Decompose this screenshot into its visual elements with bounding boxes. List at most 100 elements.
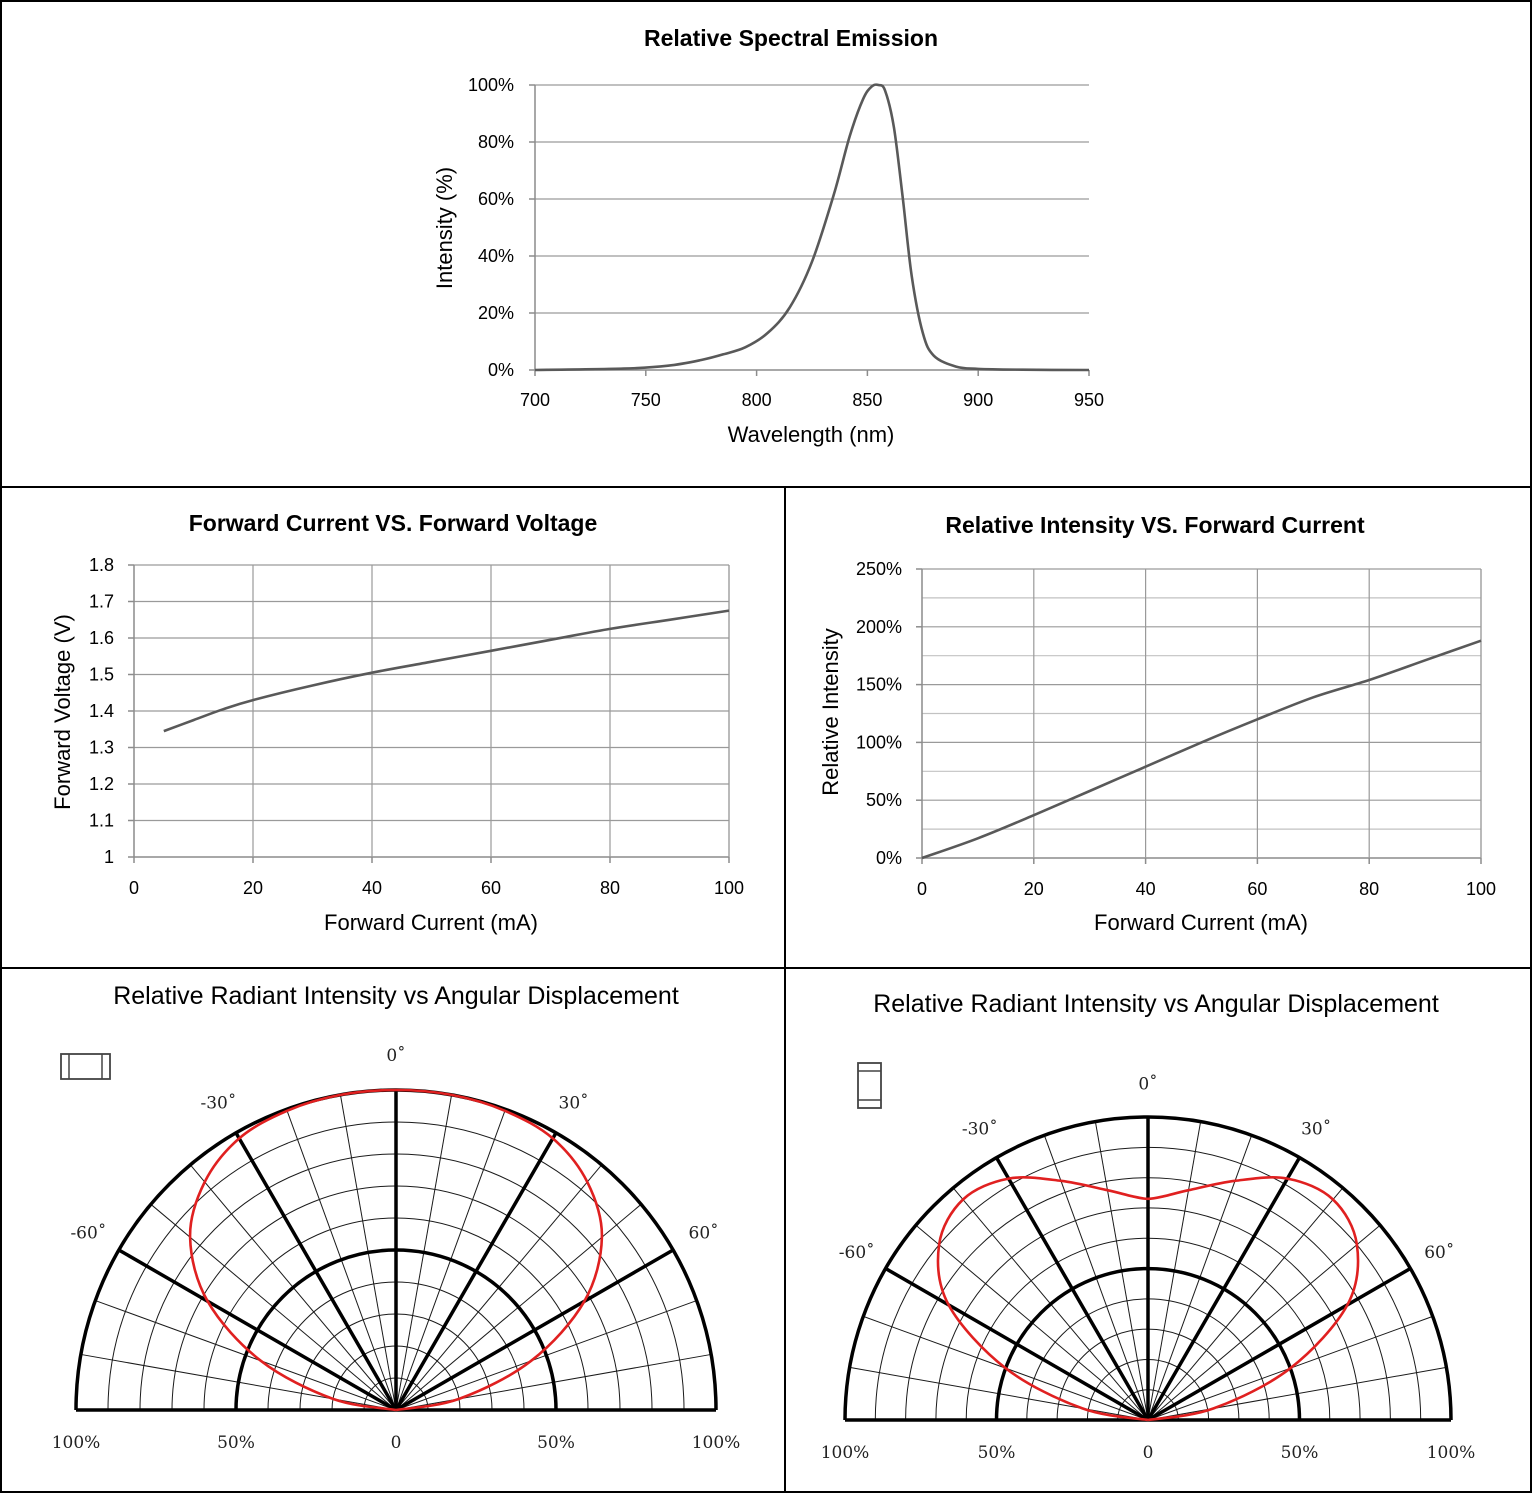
polar-spoke-major [394, 1131, 558, 1411]
y-tick-label: 60% [478, 189, 514, 209]
y-tick-label: 200% [856, 617, 902, 637]
y-tick-label: 50% [866, 790, 902, 810]
radial-label: 50% [1281, 1443, 1319, 1463]
x-tick-label: 850 [852, 390, 882, 410]
radial-label: 100% [1427, 1443, 1476, 1463]
x-tick-label: 20 [1024, 879, 1044, 899]
x-tick-label: 100 [1466, 879, 1496, 899]
chart-spectral-emission: Relative Spectral Emission 0% 20% 40% 60% 80… [432, 25, 1104, 447]
x-tick-label: 950 [1074, 390, 1104, 410]
y-tick-label: 1.8 [89, 555, 114, 575]
x-tick-label: 100 [714, 878, 744, 898]
series-line [921, 639, 1482, 860]
x-tick-label: 40 [1136, 879, 1156, 899]
x-axis-label: Forward Current (mA) [324, 910, 538, 935]
chart-title: Relative Radiant Intensity vs Angular Di… [113, 982, 679, 1010]
angle-label: 0˚ [386, 1046, 405, 1066]
radial-label: 50% [978, 1443, 1016, 1463]
x-tick-label: 700 [520, 390, 550, 410]
package-top-view-icon [60, 1053, 111, 1080]
chart-forward-voltage: Forward Current VS. Forward Voltage 1 1.1… [50, 510, 744, 935]
tick-labels: 0% 50% 100% 150% 200% 250% 0 20 40 60 80 100 [856, 559, 1496, 899]
y-tick-label: 1.4 [89, 701, 114, 721]
radial-label: 50% [537, 1433, 575, 1453]
y-tick-label: 0% [876, 848, 902, 868]
angle-label: -60˚ [70, 1223, 106, 1243]
chart-relative-intensity: Relative Intensity VS. Forward Current 0… [818, 512, 1496, 935]
y-tick-label: 100% [856, 732, 902, 752]
y-axis-label: Relative Intensity [818, 628, 843, 796]
radial-label: 100% [821, 1443, 870, 1463]
y-tick-label: 1.6 [89, 628, 114, 648]
polar-grid [74, 1088, 718, 1412]
y-tick-label: 20% [478, 303, 514, 323]
chart-title: Forward Current VS. Forward Voltage [189, 510, 598, 536]
angle-label: 30˚ [559, 1093, 589, 1113]
angle-label: -60˚ [839, 1243, 875, 1263]
x-tick-label: 750 [631, 390, 661, 410]
y-tick-label: 150% [856, 675, 902, 695]
radiation-pattern [936, 1176, 1360, 1422]
x-tick-label: 0 [129, 878, 139, 898]
chart-polar-left: Relative Radiant Intensity vs Angular Di… [52, 982, 741, 1453]
y-tick-label: 250% [856, 559, 902, 579]
chart-title: Relative Radiant Intensity vs Angular Di… [873, 990, 1439, 1018]
series-line [163, 609, 730, 733]
angle-label: 60˚ [1424, 1243, 1454, 1263]
x-tick-label: 900 [963, 390, 993, 410]
y-tick-label: 1.2 [89, 774, 114, 794]
package-side-view-icon [857, 1062, 882, 1109]
y-tick-label: 40% [478, 246, 514, 266]
angle-label: 0˚ [1138, 1075, 1157, 1095]
polar-labels: -60˚ -30˚ 0˚ 30˚ 60˚ 100% 50% 0 50% 100% [821, 1075, 1476, 1463]
chart-polar-right: Relative Radiant Intensity vs Angular Di… [821, 990, 1476, 1463]
radial-label: 100% [692, 1433, 741, 1453]
x-tick-label: 0 [917, 879, 927, 899]
x-tick-label: 80 [1359, 879, 1379, 899]
y-axis-label: Forward Voltage (V) [50, 614, 75, 810]
y-axis-label: Intensity (%) [432, 167, 457, 289]
x-tick-label: 80 [600, 878, 620, 898]
polar-spoke-major [117, 1248, 397, 1412]
polar-spoke-major [884, 1266, 1149, 1422]
grid [529, 84, 1090, 376]
radial-label: 0 [391, 1433, 402, 1453]
radial-label: 50% [217, 1433, 255, 1453]
polar-labels: -60˚ -30˚ 0˚ 30˚ 60˚ 100% 50% 0 50% 100% [52, 1046, 741, 1453]
polar-spoke-major [234, 1131, 398, 1411]
y-tick-label: 1 [104, 847, 114, 867]
x-tick-label: 20 [243, 878, 263, 898]
x-tick-label: 60 [1247, 879, 1267, 899]
angle-label: 60˚ [689, 1223, 719, 1243]
series-line [534, 83, 1090, 372]
polar-spoke-major [994, 1156, 1150, 1421]
y-tick-label: 1.3 [89, 738, 114, 758]
x-tick-label: 800 [742, 390, 772, 410]
radiation-pattern [188, 1088, 604, 1412]
chart-title: Relative Spectral Emission [644, 25, 938, 51]
y-tick-label: 1.7 [89, 592, 114, 612]
polar-grid [843, 1115, 1453, 1422]
polar-spoke-major [395, 1248, 675, 1412]
angle-label: -30˚ [962, 1120, 998, 1140]
y-tick-label: 0% [488, 360, 514, 380]
x-axis-label: Forward Current (mA) [1094, 910, 1308, 935]
x-tick-label: 40 [362, 878, 382, 898]
radial-label: 0 [1143, 1443, 1154, 1463]
polar-spoke-major [1146, 1156, 1302, 1421]
tick-labels: 0% 20% 40% 60% 80% 100% 700 750 800 850 900 950 [468, 75, 1104, 410]
grid [916, 568, 1482, 864]
chart-title: Relative Intensity VS. Forward Current [945, 512, 1365, 538]
y-tick-label: 80% [478, 132, 514, 152]
x-axis-label: Wavelength (nm) [728, 422, 895, 447]
y-tick-label: 100% [468, 75, 514, 95]
grid [128, 564, 730, 863]
x-tick-label: 60 [481, 878, 501, 898]
y-tick-label: 1.5 [89, 665, 114, 685]
polar-spoke-major [1147, 1266, 1412, 1422]
radial-label: 100% [52, 1433, 101, 1453]
tick-labels: 1 1.1 1.2 1.3 1.4 1.5 1.6 1.7 1.8 0 20 40 60 80 100 [89, 555, 744, 898]
angle-label: 30˚ [1301, 1120, 1331, 1140]
